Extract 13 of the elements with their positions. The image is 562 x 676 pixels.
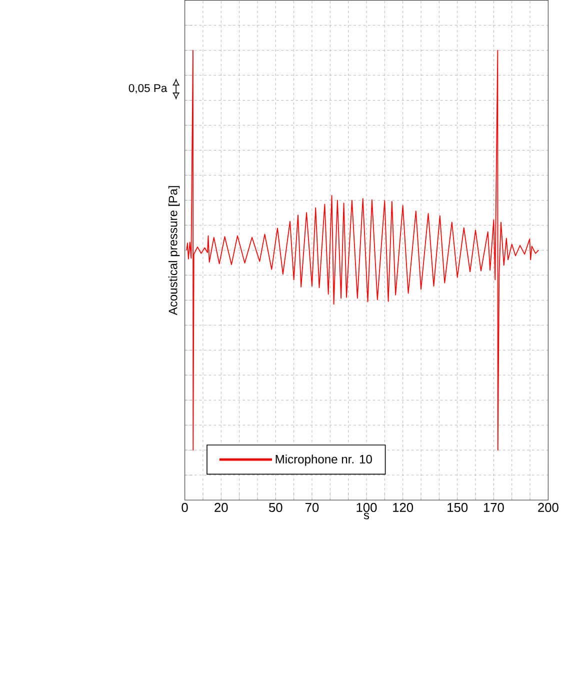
x-tick-label: 0 [182,502,188,512]
x-tick-label: 120 [393,502,414,512]
legend-label: Microphone nr. 10 [276,454,372,466]
x-tick-label: 70 [306,502,319,512]
x-tick-label: 150 [448,502,468,512]
x-tick-label: 170 [484,502,504,512]
x-tick-label: 100 [356,502,377,512]
y-axis-title: Acoustical pressure [Pa] [168,186,180,316]
x-tick-label: 50 [269,502,282,512]
x-axis-title: s [364,512,370,520]
text: 0,05 Pa [129,84,168,94]
x-tick-label: 200 [538,502,559,512]
x-tick-label: 20 [214,502,228,512]
